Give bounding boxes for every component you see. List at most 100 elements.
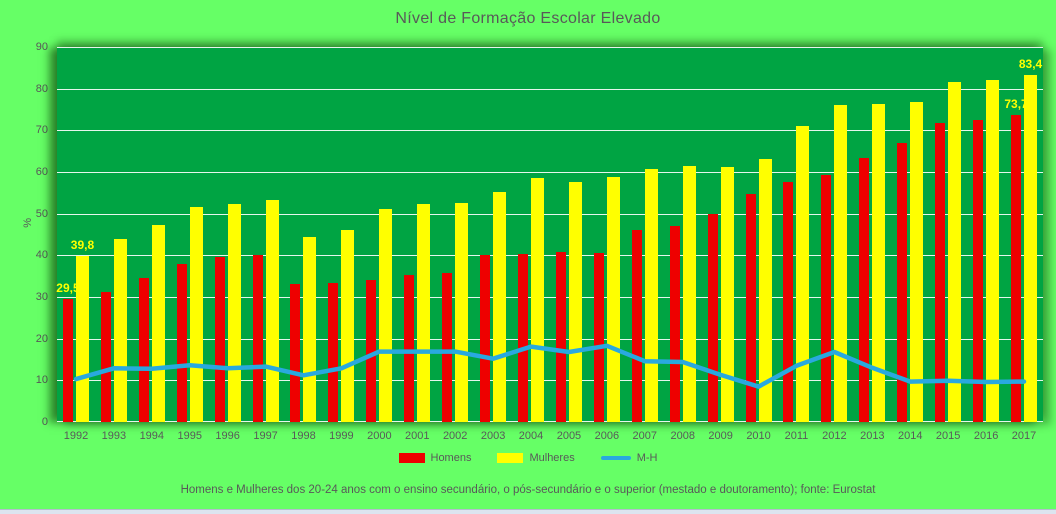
bar-homens-2003[interactable] (480, 255, 491, 422)
bar-group-1994 (133, 47, 171, 422)
x-label-1997: 1997 (253, 430, 278, 442)
bar-group-2013 (853, 47, 891, 422)
bar-homens-2007[interactable] (631, 229, 642, 422)
y-tick-10: 10 (35, 374, 48, 387)
bar-homens-1998[interactable] (290, 283, 301, 422)
x-label-2014: 2014 (898, 430, 923, 442)
bar-homens-2008[interactable] (669, 225, 680, 422)
bar-homens-2012[interactable] (821, 174, 832, 422)
x-label-2009: 2009 (708, 430, 733, 442)
data-label-homens-1992: 29,5 (56, 281, 80, 296)
x-label-2013: 2013 (860, 430, 885, 442)
bar-mulheres-2007[interactable] (644, 168, 658, 422)
bottom-strip (0, 509, 1056, 514)
bar-homens-2002[interactable] (442, 273, 453, 422)
bar-mulheres-1993[interactable] (113, 238, 127, 422)
bar-group-2017 (1005, 47, 1043, 422)
bar-mulheres-2012[interactable] (834, 104, 848, 422)
gridline-0 (57, 421, 1043, 422)
bar-homens-2015[interactable] (935, 122, 946, 422)
bar-group-2001 (398, 47, 436, 422)
bar-homens-2009[interactable] (707, 213, 718, 422)
bar-mulheres-2010[interactable] (758, 158, 772, 422)
x-label-2010: 2010 (746, 430, 771, 442)
legend-item-m-h[interactable]: M-H (600, 452, 658, 464)
bar-group-2007 (626, 47, 664, 422)
gridline-70 (57, 130, 1043, 132)
bar-homens-2013[interactable] (859, 157, 870, 422)
x-axis-labels: 1992 1993 1994 1995 1996 1997 1998 1999 2000 2001… (57, 430, 1043, 442)
bar-mulheres-2008[interactable] (682, 165, 696, 422)
bar-homens-1995[interactable] (176, 264, 187, 422)
bar-homens-1996[interactable] (214, 257, 225, 422)
x-label-2008: 2008 (670, 430, 695, 442)
bar-homens-2000[interactable] (366, 279, 377, 422)
y-tick-0: 0 (41, 416, 48, 428)
x-label-1995: 1995 (177, 430, 202, 442)
x-label-2012: 2012 (822, 430, 847, 442)
bar-homens-2004[interactable] (518, 253, 529, 422)
x-label-1998: 1998 (291, 430, 316, 442)
bar-mulheres-2011[interactable] (796, 125, 810, 422)
bar-mulheres-1992[interactable] (75, 256, 89, 422)
line-series-m-h[interactable] (57, 47, 1043, 422)
y-tick-70: 70 (35, 124, 48, 137)
bar-mulheres-2013[interactable] (872, 103, 886, 422)
bar-homens-2001[interactable] (404, 274, 415, 422)
bar-group-2006 (588, 47, 626, 422)
bar-mulheres-2016[interactable] (986, 79, 1000, 422)
bar-group-2014 (891, 47, 929, 422)
bar-mulheres-2006[interactable] (606, 177, 620, 422)
bar-homens-2016[interactable] (973, 119, 984, 422)
x-label-2007: 2007 (632, 430, 658, 442)
bar-mulheres-2017[interactable] (1024, 74, 1037, 422)
y-tick-20: 20 (35, 332, 48, 345)
bar-mulheres-2003[interactable] (493, 192, 507, 422)
bar-homens-2010[interactable] (745, 194, 756, 422)
legend-item-mulheres[interactable]: Mulheres (497, 452, 575, 464)
x-label-2005: 2005 (556, 430, 582, 442)
bar-mulheres-2014[interactable] (910, 102, 924, 422)
bar-group-2008 (664, 47, 702, 422)
bar-homens-1999[interactable] (328, 283, 339, 422)
bar-mulheres-1999[interactable] (341, 229, 355, 422)
x-label-2006: 2006 (594, 430, 620, 442)
bar-group-2005 (550, 47, 588, 422)
bar-homens-2006[interactable] (593, 253, 604, 422)
legend-swatch-mulheres-icon (497, 453, 524, 463)
gridline-90 (57, 47, 1043, 48)
gridline-60 (57, 171, 1043, 173)
bar-homens-1994[interactable] (138, 278, 149, 422)
bar-homens-1997[interactable] (252, 254, 263, 422)
bar-group-2010 (740, 47, 778, 422)
bar-mulheres-2002[interactable] (455, 202, 469, 422)
bar-mulheres-2009[interactable] (720, 166, 734, 422)
bar-group-2009 (702, 47, 740, 422)
footnote: Homens e Mulheres dos 20-24 anos com o e… (180, 484, 876, 496)
bar-homens-2017[interactable] (1011, 114, 1021, 422)
bar-mulheres-1994[interactable] (151, 224, 165, 422)
bar-mulheres-2001[interactable] (417, 204, 431, 422)
x-label-1996: 1996 (215, 430, 240, 442)
bar-mulheres-2015[interactable] (948, 81, 962, 422)
y-tick-30: 30 (35, 291, 48, 303)
bar-homens-2014[interactable] (897, 142, 908, 422)
bar-homens-1993[interactable] (100, 292, 111, 422)
bar-homens-2011[interactable] (783, 182, 794, 422)
legend-label-mulheres: Mulheres (529, 452, 575, 464)
bar-group-1993 (95, 47, 133, 422)
legend-swatch-m-h-icon (600, 456, 631, 460)
plot-area[interactable]: 29,5 39,8 73,7 83,4 (56, 47, 1043, 422)
bar-mulheres-2004[interactable] (531, 178, 545, 422)
legend-item-homens[interactable]: Homens (398, 452, 471, 464)
y-tick-80: 80 (35, 82, 48, 95)
bar-homens-1992[interactable] (62, 299, 73, 422)
y-tick-60: 60 (35, 166, 48, 178)
bar-homens-2005[interactable] (555, 252, 566, 422)
bar-mulheres-2000[interactable] (379, 209, 393, 422)
bar-mulheres-2005[interactable] (568, 182, 582, 422)
bar-group-2000 (360, 47, 398, 422)
y-axis-tick-labels: 0 10 20 30 40 50 60 70 80 90 (0, 41, 48, 428)
gridline-20 (57, 338, 1043, 340)
bar-mulheres-1995[interactable] (189, 207, 203, 422)
